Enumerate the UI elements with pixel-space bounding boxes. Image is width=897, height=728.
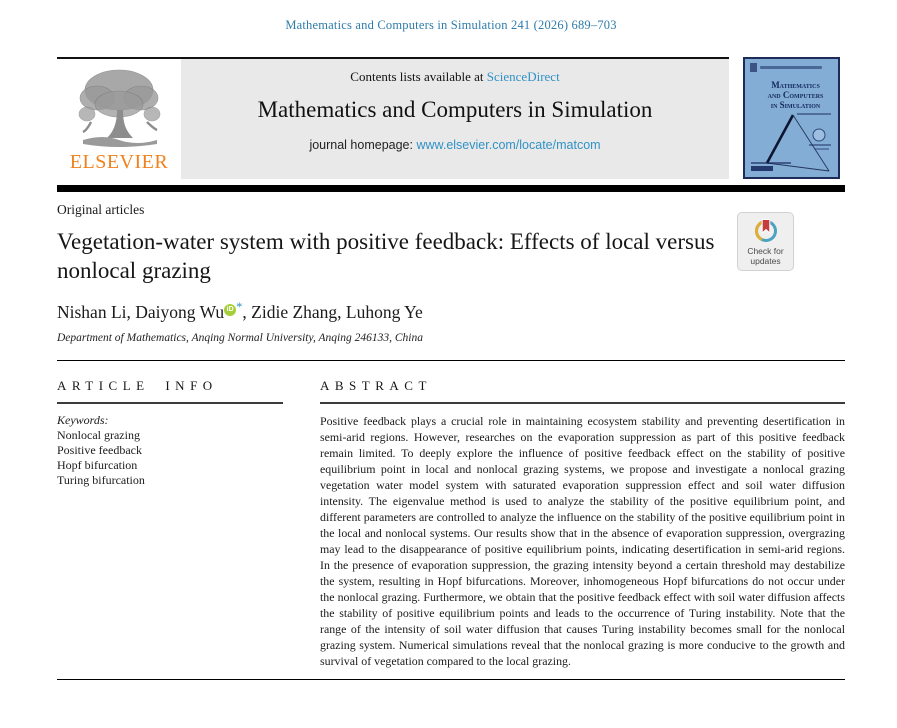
article-info-rule	[57, 401, 283, 404]
journal-banner: ELSEVIER Contents lists available at Sci…	[57, 57, 845, 179]
article-title: Vegetation-water system with positive fe…	[57, 229, 715, 283]
cover-title-line1: Mathematics	[771, 80, 820, 90]
keyword-item: Turing bifurcation	[57, 472, 145, 487]
abstract-heading: ABSTRACT	[320, 377, 432, 393]
check-for-updates-badge[interactable]: Check for updates	[737, 212, 794, 271]
affiliation: Department of Mathematics, Anqing Normal…	[57, 331, 423, 344]
keywords-label: Keywords:	[57, 412, 109, 427]
sciencedirect-link[interactable]: ScienceDirect	[486, 69, 560, 84]
cover-title: Mathematics and Computers in Simulation	[745, 80, 838, 110]
cover-subtitle-placeholder	[797, 113, 831, 115]
article-type-label: Original articles	[57, 202, 145, 217]
check-badge-line2: updates	[750, 255, 781, 266]
contents-line: Contents lists available at ScienceDirec…	[181, 69, 729, 85]
elsevier-logo: ELSEVIER	[57, 59, 181, 179]
homepage-line: journal homepage: www.elsevier.com/locat…	[181, 138, 729, 152]
elsevier-wordmark: ELSEVIER	[69, 151, 169, 173]
cover-footer-text-placeholder	[751, 162, 791, 164]
homepage-url-link[interactable]: www.elsevier.com/locate/matcom	[416, 138, 601, 152]
article-info-heading: ARTICLE INFO	[57, 377, 218, 393]
keyword-item: Nonlocal grazing	[57, 427, 140, 442]
corresponding-author-marker: *	[236, 300, 243, 314]
journal-title: Mathematics and Computers in Simulation	[257, 97, 653, 122]
abstract-column: ABSTRACT Positive feedback plays a cruci…	[320, 378, 845, 669]
page-bottom-rule	[57, 678, 845, 680]
homepage-prefix: journal homepage:	[309, 138, 417, 152]
journal-cover-thumbnail[interactable]: Mathematics and Computers in Simulation	[743, 57, 840, 179]
cover-publisher-mark	[751, 166, 773, 171]
keyword-item: Hopf bifurcation	[57, 457, 138, 472]
header-divider-bar	[57, 185, 845, 192]
cover-title-line2: and Computers	[767, 90, 824, 100]
section-divider-rule	[57, 359, 845, 361]
cover-bottom-meta	[751, 162, 791, 171]
abstract-rule	[320, 401, 845, 404]
crossmark-icon	[754, 219, 777, 242]
cover-volume-text-placeholder	[760, 66, 822, 69]
elsevier-tree-icon	[78, 69, 161, 147]
cover-top-meta	[745, 59, 838, 72]
author-list: Nishan Li, Daiyong Wu iD *, Zidie Zhang, L…	[57, 300, 845, 323]
contents-prefix: Contents lists available at	[350, 69, 487, 84]
banner-main: ELSEVIER Contents lists available at Sci…	[57, 57, 729, 179]
cover-triangle-art	[765, 114, 831, 172]
orcid-icon[interactable]: iD	[224, 304, 237, 316]
article-info-column: ARTICLE INFO Keywords: Nonlocal grazing …	[57, 378, 283, 669]
keyword-item: Positive feedback	[57, 442, 142, 457]
check-badge-line1: Check for	[747, 246, 784, 256]
journal-citation-link[interactable]: Mathematics and Computers in Simulation …	[285, 18, 617, 32]
cover-tree-glyph	[750, 63, 757, 72]
authors-part1: Nishan Li, Daiyong Wu	[57, 301, 225, 322]
cover-title-line3: in Simulation	[770, 100, 821, 110]
info-abstract-section: ARTICLE INFO Keywords: Nonlocal grazing …	[57, 378, 845, 669]
authors-part2: , Zidie Zhang, Luhong Ye	[242, 301, 423, 322]
abstract-text: Positive feedback plays a crucial role i…	[320, 413, 845, 668]
banner-center: Contents lists available at ScienceDirec…	[181, 59, 729, 179]
